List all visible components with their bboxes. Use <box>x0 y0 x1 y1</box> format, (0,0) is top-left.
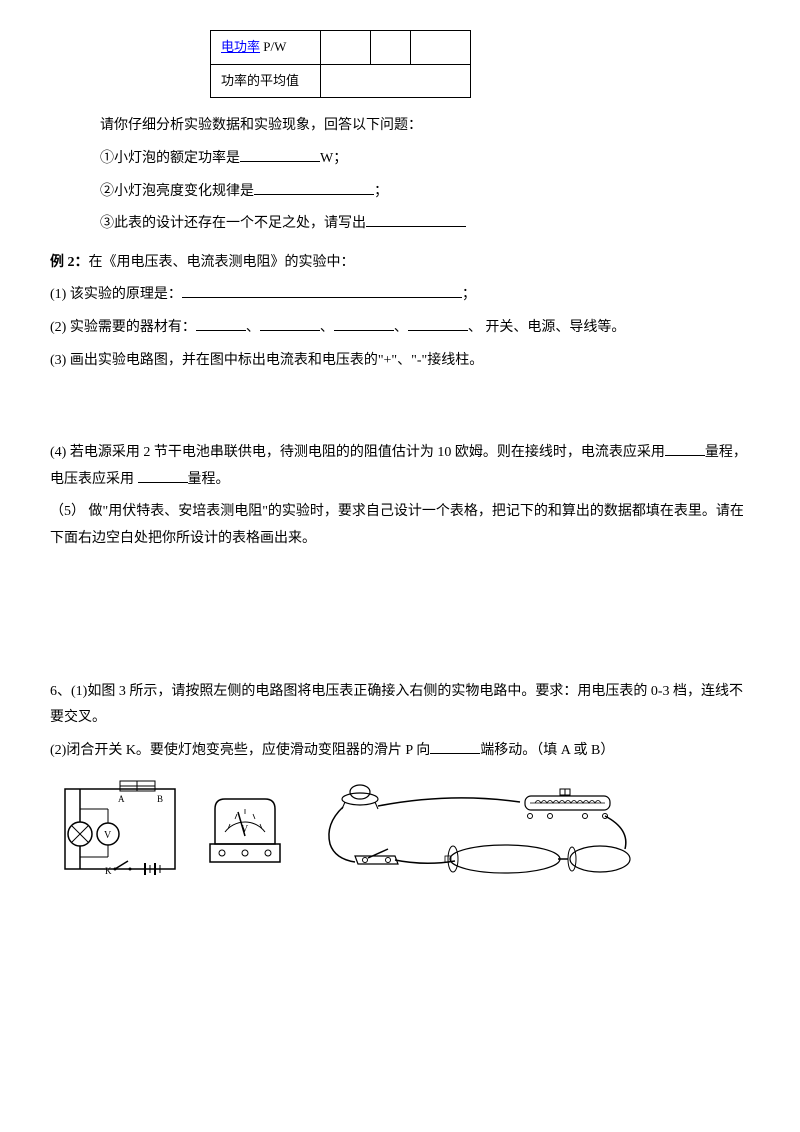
blank-input[interactable] <box>240 161 320 162</box>
diagram-row: P A B V K <box>50 774 750 884</box>
physical-circuit-diagram <box>310 774 650 884</box>
example-label: 例 2： <box>50 255 89 270</box>
table-cell-avg-label: 功率的平均值 <box>211 64 321 98</box>
blank-input[interactable] <box>196 330 246 331</box>
ex2-part5: （5） 做"用伏特表、安培表测电阻"的实验时，要求自己设计一个表格，把记下的和算… <box>50 499 750 552</box>
power-table: 电功率 P/W 功率的平均值 <box>210 30 471 98</box>
svg-text:A: A <box>118 794 125 804</box>
table-cell-empty <box>321 31 371 65</box>
q6-part2: (2)闭合开关 K。要使灯炮变亮些，应使滑动变阻器的滑片 P 向端移动。（填 A… <box>50 738 750 765</box>
svg-text:V: V <box>104 830 112 841</box>
ex2-part4: (4) 若电源采用 2 节干电池串联供电，待测电阻的的阻值估计为 10 欧姆。则… <box>50 440 750 493</box>
circuit-diagram: P A B V K <box>60 779 180 879</box>
intro-text: 请你仔细分析实验数据和实验现象，回答以下问题： <box>50 113 750 140</box>
blank-input[interactable] <box>665 455 705 456</box>
table-cell-empty <box>371 31 411 65</box>
table-cell-empty <box>411 31 471 65</box>
table-cell-power-label: 电功率 P/W <box>211 31 321 65</box>
svg-text:K: K <box>105 866 112 876</box>
table-cell-empty <box>321 64 471 98</box>
ex2-part2: (2) 实验需要的器材有：、、、、 开关、电源、导线等。 <box>50 315 750 342</box>
blank-input[interactable] <box>260 330 320 331</box>
question-3: ③此表的设计还存在一个不足之处，请写出 <box>50 211 750 238</box>
example-2-header: 例 2：在《用电压表、电流表测电阻》的实验中： <box>50 250 750 277</box>
spacer <box>50 559 750 679</box>
svg-text:P: P <box>135 779 140 781</box>
blank-input[interactable] <box>366 226 466 227</box>
question-1: ①小灯泡的额定功率是W； <box>50 146 750 173</box>
svg-text:V: V <box>241 824 249 835</box>
blank-input[interactable] <box>334 330 394 331</box>
ex2-part1: (1) 该实验的原理是：； <box>50 282 750 309</box>
spacer <box>50 380 750 440</box>
blank-input[interactable] <box>182 297 462 298</box>
q6-part1: 6、(1)如图 3 所示，请按照左侧的电路图将电压表正确接入右侧的实物电路中。要… <box>50 679 750 732</box>
voltmeter-diagram: V <box>200 784 290 874</box>
ex2-part3: (3) 画出实验电路图，并在图中标出电流表和电压表的"+"、"-"接线柱。 <box>50 348 750 375</box>
blank-input[interactable] <box>430 753 480 754</box>
power-link[interactable]: 电功率 <box>221 39 260 54</box>
svg-text:B: B <box>157 794 163 804</box>
question-2: ②小灯泡亮度变化规律是； <box>50 179 750 206</box>
blank-input[interactable] <box>408 330 468 331</box>
blank-input[interactable] <box>254 194 374 195</box>
blank-input[interactable] <box>138 482 188 483</box>
